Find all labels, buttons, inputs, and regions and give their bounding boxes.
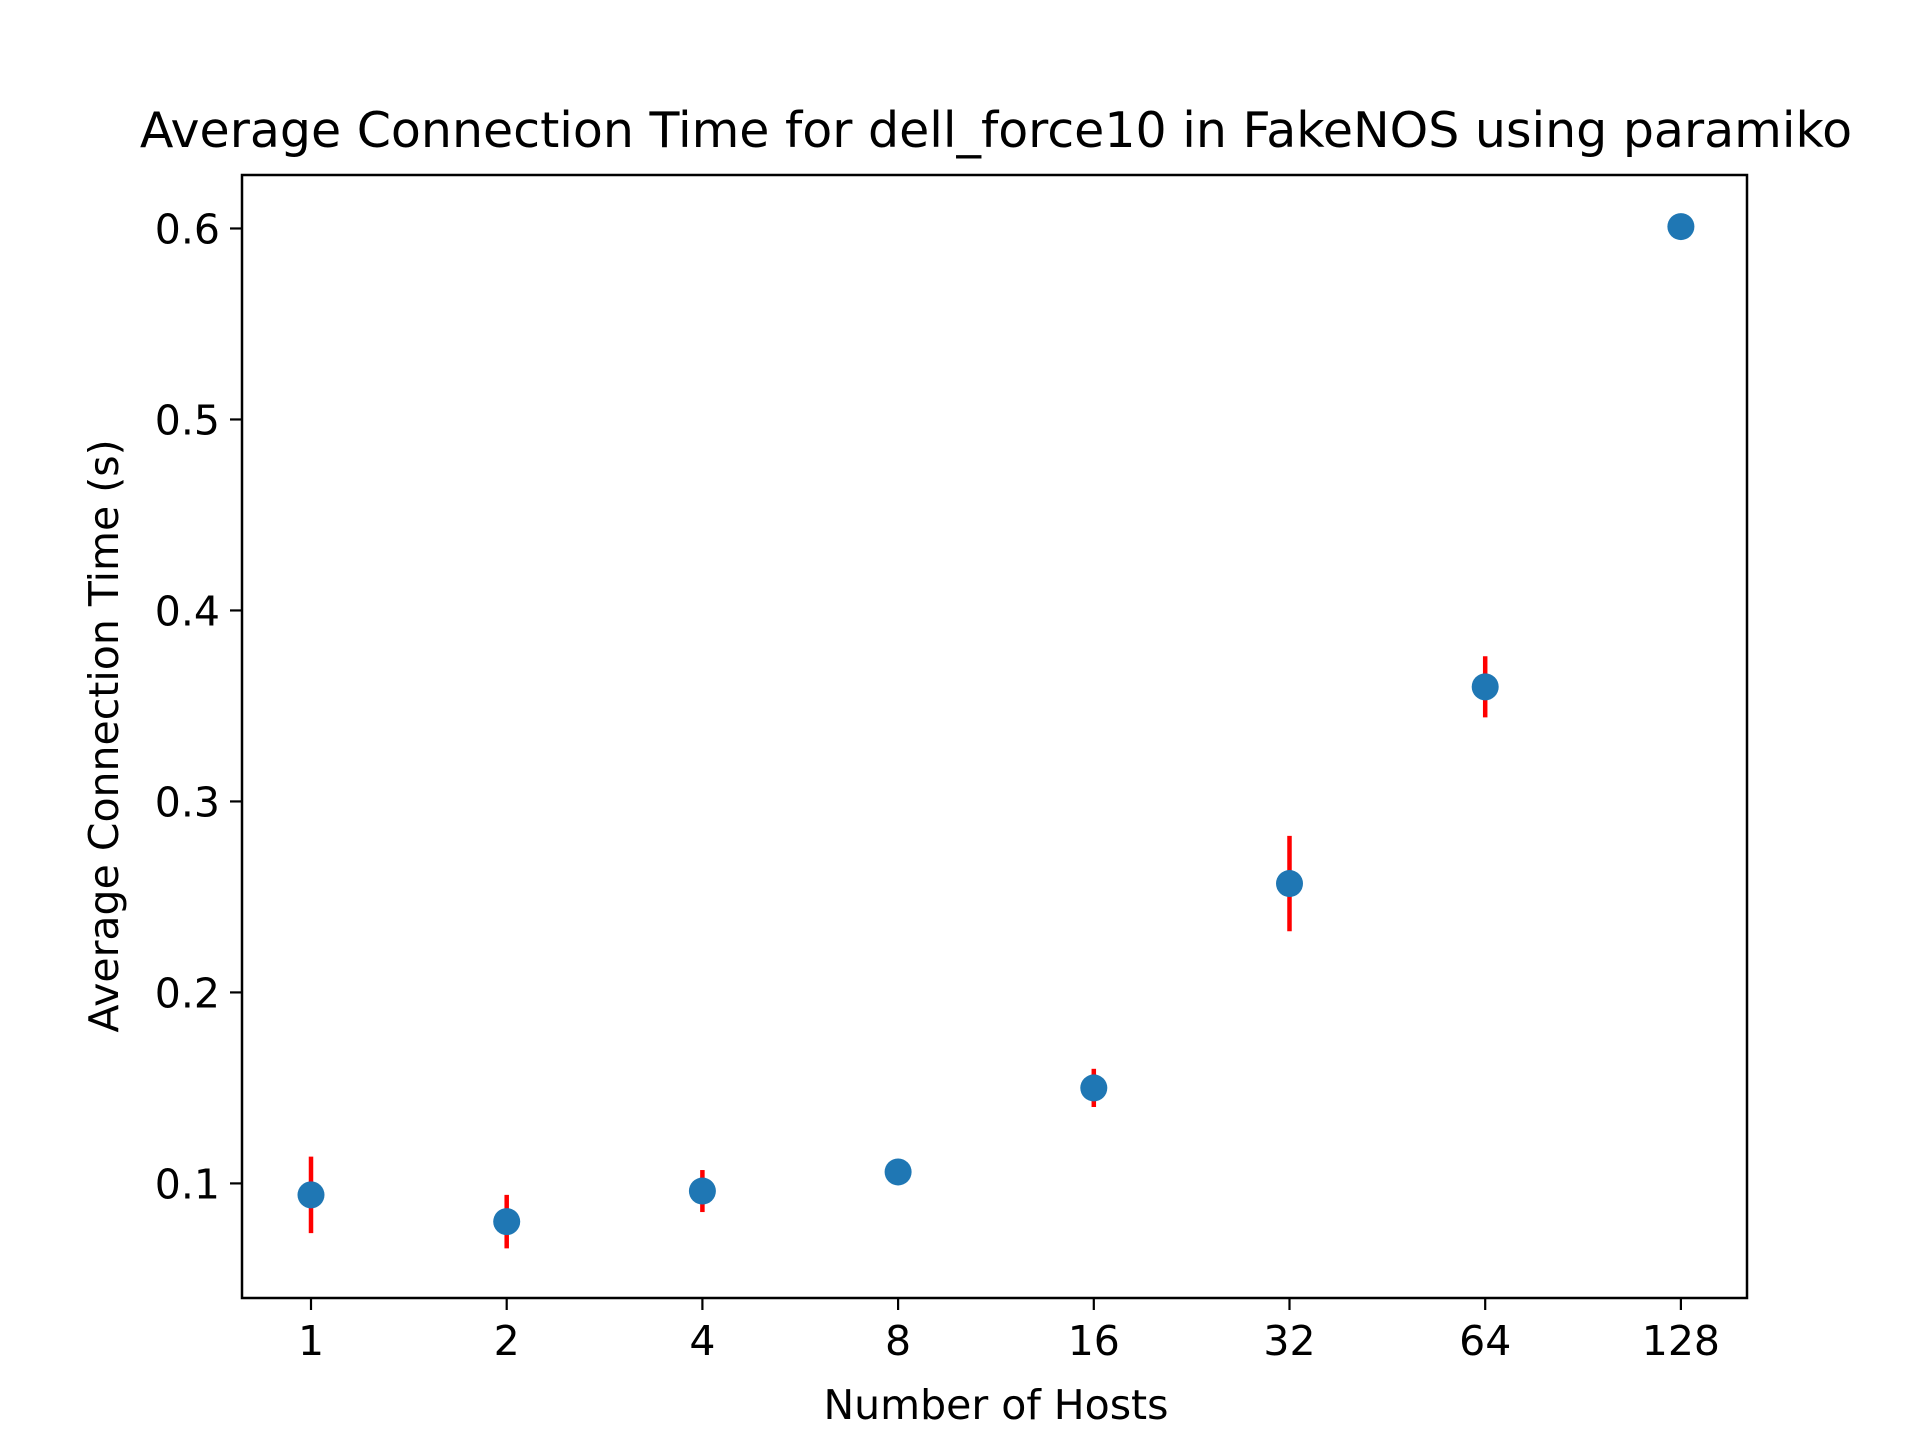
data-point [1471, 673, 1499, 701]
data-point [884, 1158, 912, 1186]
axes-frame [240, 173, 1749, 1300]
y-tick-label: 0.6 [155, 205, 220, 253]
x-tick-label: 64 [1459, 1317, 1511, 1365]
y-axis-label: Average Connection Time (s) [80, 439, 128, 1032]
x-tick-label: 32 [1263, 1317, 1315, 1365]
y-tick-label: 0.2 [155, 969, 220, 1017]
y-tick-label: 0.5 [155, 396, 220, 444]
data-point [493, 1208, 521, 1236]
data-point [688, 1177, 716, 1205]
y-tick-label: 0.1 [155, 1160, 220, 1208]
x-tick-label: 2 [494, 1317, 520, 1365]
data-point [297, 1181, 325, 1209]
x-axis-label: Number of Hosts [824, 1381, 1169, 1429]
plot-area: 1 2 4 8 16 32 64 128 0.1 0.2 0.3 0.4 0.5 0.6 [155, 205, 1720, 1365]
x-tick-label: 16 [1068, 1317, 1120, 1365]
data-point [1667, 213, 1695, 241]
x-tick-label: 1 [298, 1317, 324, 1365]
x-tick-label: 128 [1642, 1317, 1720, 1365]
data-point [1080, 1074, 1108, 1102]
y-tick-label: 0.4 [155, 587, 220, 635]
data-point [1276, 870, 1303, 898]
x-tick-label: 4 [689, 1317, 715, 1365]
y-tick-label: 0.3 [155, 778, 220, 826]
chart-title: Average Connection Time for dell_force10… [140, 102, 1852, 159]
x-tick-label: 8 [885, 1317, 911, 1365]
